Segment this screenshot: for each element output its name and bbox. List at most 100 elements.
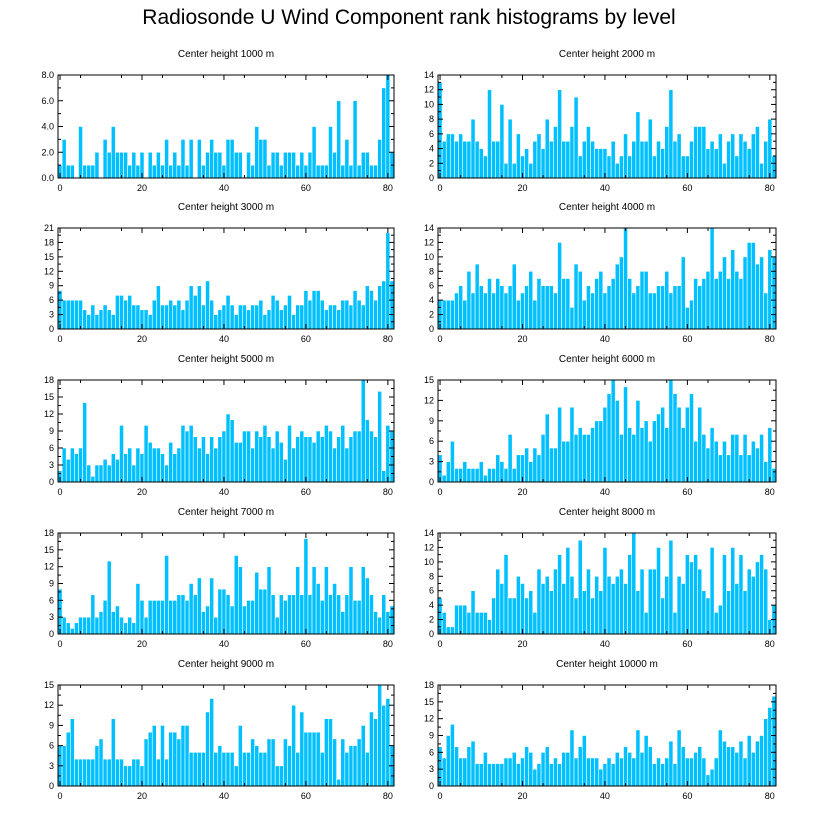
histogram-bar xyxy=(660,285,666,330)
histogram-bar xyxy=(135,583,141,635)
y-tick-label: 9 xyxy=(429,416,434,426)
x-tick-label: 80 xyxy=(765,487,775,497)
histogram-bar xyxy=(98,738,104,787)
histogram-bar xyxy=(356,738,362,787)
histogram-bar xyxy=(377,684,383,787)
histogram-bar xyxy=(221,588,227,635)
y-tick-label: 9 xyxy=(49,281,54,291)
histogram-bar xyxy=(656,547,661,635)
histogram-bar xyxy=(332,304,337,330)
histogram-bar xyxy=(250,304,255,330)
histogram-bar xyxy=(660,763,666,787)
histogram-bar xyxy=(569,406,575,483)
histogram-bar xyxy=(283,738,288,787)
histogram-bar xyxy=(590,292,595,330)
histogram-bar xyxy=(340,738,346,787)
histogram-bar xyxy=(771,695,777,787)
histogram-panel-2: Center height 3000 m 0 3 6 9 12 15 18 21 0 20 40 60 8… xyxy=(44,202,395,344)
histogram-bar xyxy=(639,270,645,330)
histogram-bar xyxy=(336,594,342,635)
histogram-bar xyxy=(123,765,128,787)
histogram-bar xyxy=(348,164,354,179)
histogram-bar xyxy=(94,314,100,330)
y-tick-label: 0 xyxy=(429,173,434,183)
histogram-bar xyxy=(528,270,534,330)
histogram-bar xyxy=(123,622,128,635)
y-tick-label: 6.0 xyxy=(41,96,54,106)
histogram-bar xyxy=(270,594,276,635)
y-tick-label: 4 xyxy=(429,144,434,154)
histogram-panel-8: Center height 9000 m 0 3 6 9 12 15 0 20 40 60 80 xyxy=(44,659,395,801)
histogram-bar xyxy=(135,758,141,787)
histogram-bar xyxy=(217,436,223,483)
histogram-bar xyxy=(581,590,587,635)
histogram-bar xyxy=(303,538,309,635)
histogram-bar xyxy=(734,155,740,179)
histogram-bar xyxy=(168,442,174,483)
histogram-bar xyxy=(664,757,670,787)
histogram-bar xyxy=(127,447,133,483)
x-tick-label: 60 xyxy=(682,791,692,801)
histogram-bar xyxy=(336,778,342,787)
histogram-bar xyxy=(225,752,231,787)
histogram-bar xyxy=(369,290,374,330)
histogram-bar xyxy=(102,758,108,787)
histogram-bar xyxy=(242,304,247,330)
histogram-bar xyxy=(516,763,521,787)
histogram-bar xyxy=(507,434,513,483)
y-tick-label: 12 xyxy=(44,700,54,710)
histogram-bar xyxy=(705,597,711,635)
histogram-bar xyxy=(491,763,497,787)
histogram-bar xyxy=(147,442,153,483)
x-tick-label: 80 xyxy=(383,334,393,344)
histogram-bar xyxy=(356,430,362,483)
histogram-bar xyxy=(516,133,521,179)
histogram-bar xyxy=(197,447,202,483)
histogram-bar xyxy=(466,468,472,483)
histogram-bar xyxy=(78,299,83,330)
histogram-bar xyxy=(602,406,608,483)
histogram-bar xyxy=(499,583,505,635)
y-tick-label: 6 xyxy=(49,443,54,453)
histogram-bar xyxy=(532,140,538,179)
histogram-bar xyxy=(205,151,210,179)
y-tick-label: 15 xyxy=(424,697,434,707)
histogram-bar xyxy=(516,454,521,483)
histogram-bar xyxy=(319,600,325,635)
histogram-bar xyxy=(631,434,637,483)
histogram-bar xyxy=(188,139,194,179)
histogram-bar xyxy=(742,140,748,179)
histogram-bar xyxy=(553,757,558,787)
histogram-bar xyxy=(74,622,79,635)
histogram-bar xyxy=(680,746,686,787)
histogram-bar xyxy=(156,151,161,179)
histogram-bar xyxy=(225,413,231,483)
histogram-bar xyxy=(197,577,202,635)
y-tick-label: 12 xyxy=(424,714,434,724)
histogram-bar xyxy=(520,292,525,330)
histogram-bar xyxy=(180,725,186,787)
histogram-bar xyxy=(676,729,682,787)
histogram-bar xyxy=(78,447,83,483)
histogram-bar xyxy=(685,406,690,483)
histogram-bar xyxy=(61,139,67,179)
histogram-bar xyxy=(557,242,562,330)
histogram-bar xyxy=(441,140,447,179)
histogram-bar xyxy=(307,594,313,635)
histogram-bar xyxy=(143,309,149,330)
histogram-bar xyxy=(365,285,370,330)
histogram-bar xyxy=(586,757,591,787)
y-tick-label: 2 xyxy=(429,615,434,625)
histogram-bar xyxy=(627,752,633,787)
histogram-bar xyxy=(717,729,723,787)
histogram-bar xyxy=(466,612,472,635)
y-tick-label: 4 xyxy=(429,600,434,610)
histogram-bar xyxy=(213,616,219,635)
y-tick-label: 6 xyxy=(49,595,54,605)
histogram-bar xyxy=(503,162,509,179)
histogram-bar xyxy=(738,554,744,635)
histogram-bar xyxy=(283,304,288,330)
histogram-bar xyxy=(201,752,206,787)
histogram-bar xyxy=(454,140,459,179)
histogram-bar xyxy=(229,139,235,179)
